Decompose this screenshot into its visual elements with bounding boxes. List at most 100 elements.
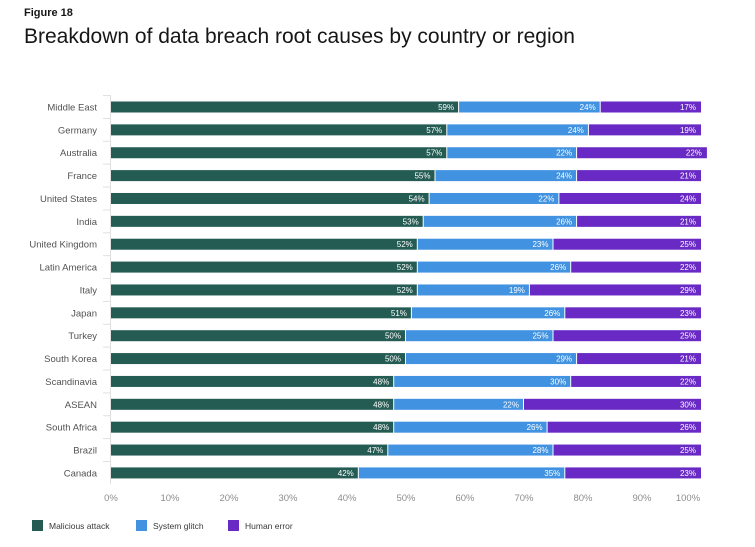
data-label: 52% — [397, 263, 413, 272]
data-label: 30% — [550, 377, 566, 386]
data-label: 50% — [385, 355, 401, 364]
bar-segment — [388, 444, 553, 456]
bar-segment — [111, 307, 411, 319]
data-label: 22% — [680, 377, 696, 386]
bar-segment — [447, 124, 588, 136]
bar-segment — [565, 467, 701, 479]
data-label: 23% — [532, 240, 548, 249]
category-label: United States — [40, 194, 97, 205]
figure-label: Figure 18 — [24, 7, 73, 19]
data-label: 29% — [556, 355, 572, 364]
x-tick-label: 10% — [160, 493, 180, 504]
category-label: Brazil — [73, 446, 97, 457]
bar-segment — [111, 444, 388, 456]
data-label: 22% — [503, 400, 519, 409]
bar-segment — [111, 170, 435, 182]
data-label: 24% — [568, 126, 584, 135]
bar-segment — [577, 170, 701, 182]
data-label: 55% — [414, 172, 430, 181]
legend-swatch — [228, 520, 239, 531]
chart-title: Breakdown of data breach root causes by … — [24, 25, 575, 48]
data-label: 25% — [680, 446, 696, 455]
data-label: 52% — [397, 240, 413, 249]
data-label: 47% — [367, 446, 383, 455]
data-label: 26% — [544, 309, 560, 318]
bar-segment — [111, 124, 447, 136]
category-label: South Korea — [44, 354, 98, 365]
category-label: Turkey — [68, 331, 97, 342]
x-tick-label: 90% — [632, 493, 652, 504]
data-label: 19% — [509, 286, 525, 295]
data-label: 59% — [438, 103, 454, 112]
data-label: 42% — [338, 469, 354, 478]
category-label: South Africa — [46, 423, 98, 434]
bar-segment — [406, 330, 553, 342]
data-label: 29% — [680, 286, 696, 295]
bar-segment — [553, 444, 701, 456]
data-label: 22% — [686, 149, 702, 158]
bar-segment — [423, 215, 577, 227]
data-label: 54% — [409, 194, 425, 203]
bar-segment — [565, 307, 701, 319]
x-tick-label: 100% — [676, 493, 701, 504]
data-label: 25% — [680, 240, 696, 249]
data-label: 23% — [680, 469, 696, 478]
x-tick-label: 20% — [219, 493, 239, 504]
bar-segment — [417, 238, 553, 250]
data-label: 19% — [680, 126, 696, 135]
category-label: Japan — [71, 308, 97, 319]
bar-segment — [406, 353, 577, 365]
category-label: Scandinavia — [45, 377, 97, 388]
bar-segment — [429, 192, 559, 204]
data-label: 17% — [680, 103, 696, 112]
bar-segment — [111, 238, 417, 250]
data-label: 22% — [556, 149, 572, 158]
data-label: 26% — [550, 263, 566, 272]
data-label: 50% — [385, 332, 401, 341]
data-label: 22% — [538, 194, 554, 203]
category-label: ASEAN — [65, 400, 97, 411]
legend-swatch — [32, 520, 43, 531]
category-label: Middle East — [47, 103, 97, 114]
category-label: Germany — [58, 125, 97, 136]
data-label: 26% — [556, 217, 572, 226]
bar-segment — [447, 147, 577, 159]
bar-segment — [394, 375, 571, 387]
bar-segment — [111, 330, 405, 342]
data-label: 52% — [397, 286, 413, 295]
data-label: 53% — [403, 217, 419, 226]
bar-segment — [553, 330, 701, 342]
bar-segment — [394, 398, 523, 410]
bar-segment — [524, 398, 701, 410]
legend-label: Human error — [245, 521, 293, 531]
data-label: 30% — [680, 400, 696, 409]
data-label: 28% — [532, 446, 548, 455]
bar-segment — [577, 353, 701, 365]
data-label: 21% — [680, 355, 696, 364]
data-label: 51% — [391, 309, 407, 318]
category-label: Italy — [80, 285, 98, 296]
bar-segment — [588, 124, 701, 136]
bar-segment — [358, 467, 565, 479]
category-label: Australia — [60, 148, 98, 159]
x-tick-label: 70% — [514, 493, 534, 504]
bar-segment — [559, 192, 701, 204]
data-label: 26% — [680, 423, 696, 432]
data-label: 35% — [544, 469, 560, 478]
data-label: 48% — [373, 377, 389, 386]
bar-segment — [394, 421, 547, 433]
data-label: 24% — [680, 194, 696, 203]
data-label: 25% — [680, 332, 696, 341]
data-label: 25% — [532, 332, 548, 341]
bar-segment — [459, 101, 600, 113]
data-label: 22% — [680, 263, 696, 272]
bar-segment — [577, 215, 701, 227]
data-label: 23% — [680, 309, 696, 318]
bar-segment — [547, 421, 701, 433]
data-label: 48% — [373, 400, 389, 409]
bar-segment — [577, 147, 707, 159]
bar-segment — [529, 284, 701, 296]
data-label: 48% — [373, 423, 389, 432]
